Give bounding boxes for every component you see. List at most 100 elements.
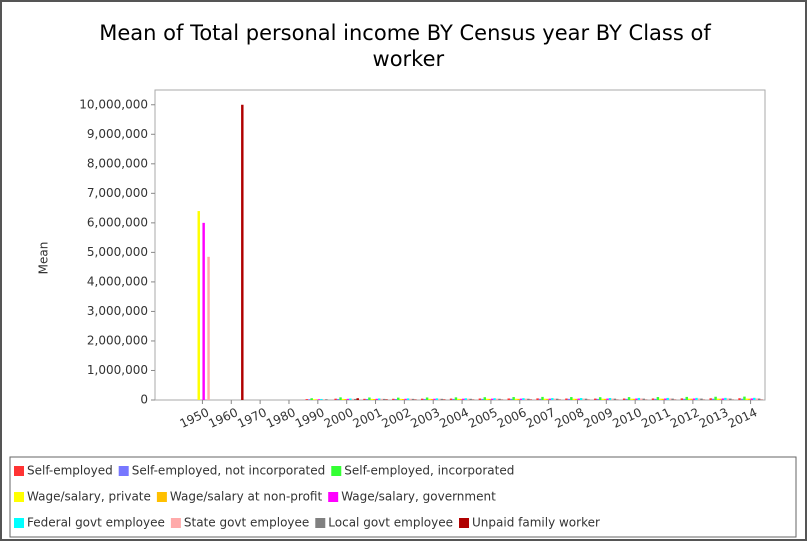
legend-label: Federal govt employee [27, 516, 165, 530]
bar [308, 399, 311, 400]
bar [601, 398, 604, 400]
bar [406, 398, 410, 400]
y-tick-label: 4,000,000 [87, 274, 148, 288]
bar [584, 398, 588, 400]
bar [598, 397, 602, 400]
bar [349, 398, 352, 400]
bar [320, 398, 323, 400]
bar [748, 398, 751, 400]
bar [394, 399, 398, 400]
bar [651, 398, 655, 400]
bar [740, 398, 744, 400]
legend-label: Self-employed [27, 464, 113, 478]
bar [637, 397, 641, 400]
bar [370, 398, 374, 400]
bar [478, 398, 482, 400]
bar [312, 399, 316, 400]
bar [582, 398, 585, 400]
bar [745, 398, 749, 400]
title-line: Mean of Total personal income BY Census … [99, 21, 711, 45]
bar [659, 398, 662, 400]
y-tick-label: 3,000,000 [87, 304, 148, 318]
bar [495, 398, 499, 400]
bar [411, 398, 415, 400]
bar [339, 397, 342, 400]
bar [671, 398, 674, 400]
bar [351, 398, 355, 400]
bar [486, 398, 489, 400]
bar [469, 398, 472, 400]
bar [579, 398, 583, 400]
bar [596, 398, 599, 400]
bar [509, 398, 513, 400]
bar [440, 398, 444, 400]
bar [642, 398, 645, 400]
legend-label: Wage/salary, private [27, 490, 151, 504]
bar [373, 398, 376, 400]
bar [606, 398, 609, 400]
bar [454, 397, 458, 400]
bar [425, 397, 429, 400]
bar [507, 398, 510, 400]
bar [546, 398, 549, 400]
bar [241, 104, 244, 400]
bar [603, 398, 607, 400]
legend-label: Self-employed, incorporated [344, 464, 514, 478]
legend-swatch [328, 492, 339, 502]
legend-swatch [459, 518, 470, 528]
bar [305, 399, 309, 400]
bar [724, 397, 727, 400]
bar [375, 398, 378, 400]
bar [553, 398, 556, 400]
legend-label: Wage/salary at non-profit [170, 490, 323, 504]
bar [683, 398, 686, 400]
legend-swatch [14, 466, 24, 476]
bar [336, 398, 340, 400]
bar [433, 398, 436, 400]
bar [738, 398, 741, 400]
bar [490, 398, 494, 400]
bar [524, 398, 528, 400]
bar [399, 398, 402, 400]
bar [709, 398, 712, 400]
y-tick-label: 0 [140, 393, 148, 407]
bar [726, 398, 730, 400]
bar [729, 398, 732, 400]
bar [548, 398, 552, 400]
legend-swatch [14, 492, 24, 502]
bar [625, 398, 628, 400]
bar [368, 397, 371, 400]
bar [514, 398, 518, 400]
bar [640, 398, 643, 400]
bar [613, 398, 617, 400]
y-tick-label: 5,000,000 [87, 245, 148, 259]
y-axis-label: Mean [37, 242, 51, 275]
y-tick-label: 6,000,000 [87, 215, 148, 229]
bar [692, 398, 696, 400]
bar [757, 398, 761, 400]
bar [716, 398, 720, 400]
bar [656, 397, 660, 400]
bar [322, 399, 326, 400]
bar [459, 398, 463, 400]
bar [594, 398, 597, 400]
bar [462, 398, 465, 400]
bar [721, 398, 725, 400]
bar [334, 398, 337, 400]
bar [666, 397, 669, 400]
bar [346, 398, 350, 400]
bar [753, 397, 756, 400]
y-tick-label: 10,000,000 [79, 97, 148, 111]
bar [664, 398, 667, 400]
bar [632, 398, 636, 400]
bar [438, 398, 441, 400]
bar [711, 398, 715, 400]
bar [401, 398, 405, 400]
legend-label: Self-employed, not incorporated [132, 464, 326, 478]
legend-swatch [156, 492, 167, 502]
bar [392, 398, 395, 400]
bar [325, 399, 328, 400]
y-tick-label: 1,000,000 [87, 363, 148, 377]
bar [464, 398, 467, 400]
bar [538, 398, 542, 400]
